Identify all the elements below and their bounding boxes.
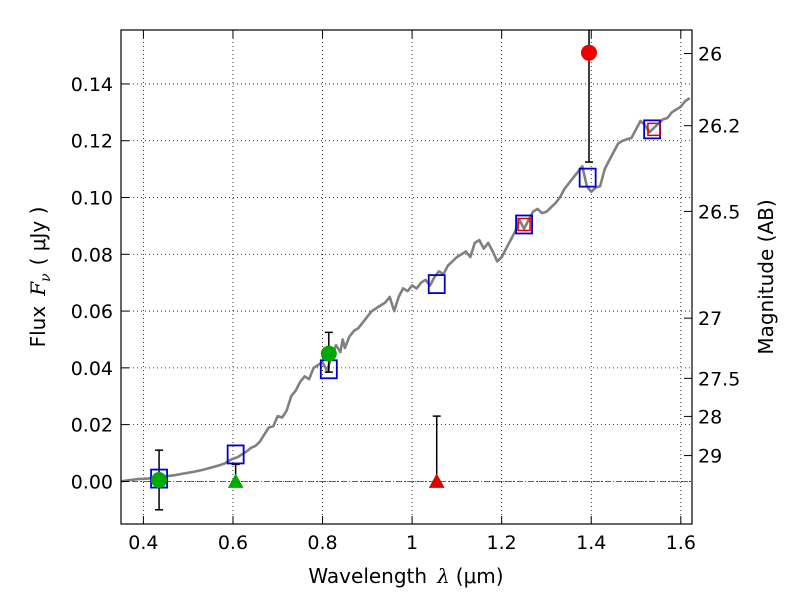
right-axis-ticks: 26 26.2 26.5 27 27.5 28 29 [684,44,740,468]
y-tick-label: 0.04 [71,358,113,380]
right-tick-label: 29 [698,446,722,468]
x-axis-ticks: 0.4 0.6 0.8 1 1.2 1.4 1.6 [128,30,696,554]
x-tick-label: 0.6 [218,532,248,554]
model-flux-square [427,274,446,294]
x-tick-label: 0.4 [128,532,158,554]
plot-frame [120,29,693,525]
error-bars [155,30,593,511]
right-tick-label: 27.5 [698,368,740,390]
observed-flux-point [320,345,337,362]
x-tick-label: 1 [406,532,418,554]
right-tick-label: 26.2 [698,116,740,138]
plot-border [120,29,693,525]
y-tick-label: 0.12 [71,131,113,153]
model-flux-square [515,214,533,235]
x-tick-label: 0.8 [307,532,337,554]
model-flux-square [578,167,597,188]
y-tick-label: 0.14 [71,74,113,96]
y-tick-label: 0.00 [71,471,113,493]
x-tick-label: 1.6 [666,532,696,554]
model-flux-square [226,444,245,465]
right-tick-label: 26.5 [698,201,740,223]
upper-limit-triangle [227,473,244,488]
grid-lines [121,30,692,524]
x-tick-label: 1.2 [487,532,517,554]
y-tick-label: 0.08 [71,244,113,266]
sed-model-curve [120,97,691,483]
observed-flux-point [580,44,597,61]
y-axis-label: FluxFν( μJy ) [26,207,54,348]
y-tick-label: 0.06 [71,301,113,323]
y-tick-label: 0.02 [71,415,113,437]
observed-flux-square [647,122,661,137]
y-axis-ticks: 0.00 0.02 0.04 0.06 0.08 0.10 0.12 0.14 [71,74,129,493]
data-markers [150,44,662,489]
x-axis-label: Wavelength λ (μm) [308,564,503,588]
y-tick-label: 0.10 [71,188,113,210]
observed-flux-point [151,471,168,488]
right-tick-label: 26 [698,44,722,66]
upper-limit-triangle [428,473,445,488]
observed-flux-square [517,217,531,232]
x-tick-label: 1.4 [576,532,606,554]
right-tick-label: 28 [698,406,722,428]
right-axis-label: Magnitude (AB) [754,199,778,354]
sed-model-line [120,97,691,483]
right-tick-label: 27 [698,308,722,330]
